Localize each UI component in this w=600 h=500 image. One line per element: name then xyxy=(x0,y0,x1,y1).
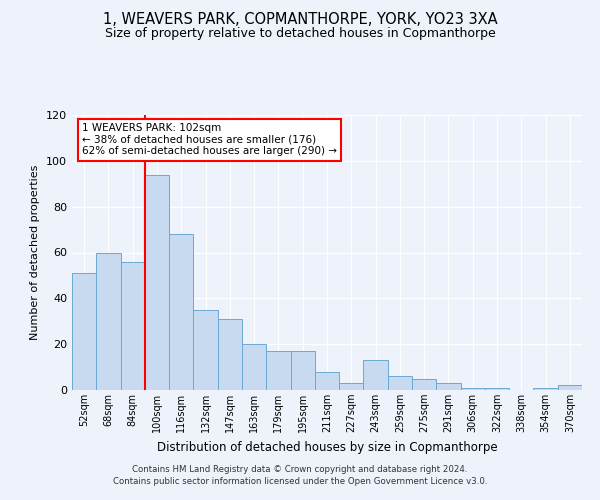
Bar xyxy=(169,234,193,390)
Bar xyxy=(290,351,315,390)
Bar xyxy=(193,310,218,390)
Text: Size of property relative to detached houses in Copmanthorpe: Size of property relative to detached ho… xyxy=(104,28,496,40)
Bar xyxy=(121,262,145,390)
Bar xyxy=(96,252,121,390)
Text: Contains public sector information licensed under the Open Government Licence v3: Contains public sector information licen… xyxy=(113,477,487,486)
Bar xyxy=(558,386,582,390)
Bar xyxy=(461,388,485,390)
Bar xyxy=(388,376,412,390)
Text: Contains HM Land Registry data © Crown copyright and database right 2024.: Contains HM Land Registry data © Crown c… xyxy=(132,465,468,474)
Bar xyxy=(364,360,388,390)
Bar xyxy=(485,388,509,390)
Bar xyxy=(72,273,96,390)
Bar xyxy=(145,174,169,390)
Bar xyxy=(315,372,339,390)
X-axis label: Distribution of detached houses by size in Copmanthorpe: Distribution of detached houses by size … xyxy=(157,440,497,454)
Y-axis label: Number of detached properties: Number of detached properties xyxy=(31,165,40,340)
Bar xyxy=(218,319,242,390)
Text: 1, WEAVERS PARK, COPMANTHORPE, YORK, YO23 3XA: 1, WEAVERS PARK, COPMANTHORPE, YORK, YO2… xyxy=(103,12,497,28)
Bar xyxy=(266,351,290,390)
Bar xyxy=(412,378,436,390)
Bar xyxy=(436,383,461,390)
Bar xyxy=(242,344,266,390)
Bar xyxy=(533,388,558,390)
Text: 1 WEAVERS PARK: 102sqm
← 38% of detached houses are smaller (176)
62% of semi-de: 1 WEAVERS PARK: 102sqm ← 38% of detached… xyxy=(82,123,337,156)
Bar xyxy=(339,383,364,390)
